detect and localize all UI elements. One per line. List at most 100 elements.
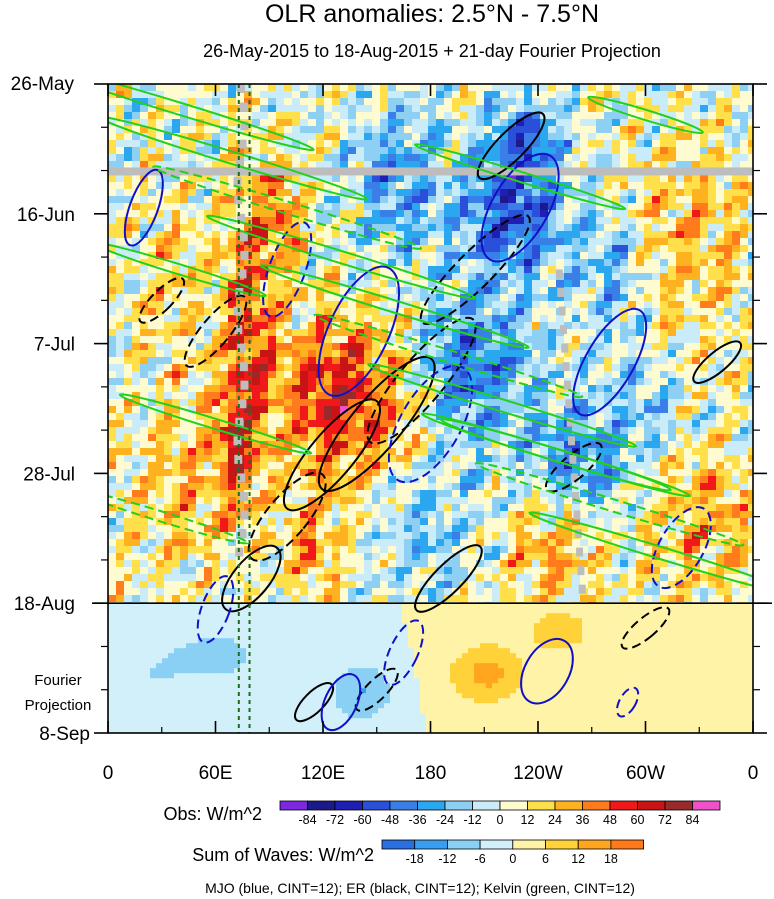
kelvin-contour bbox=[118, 393, 313, 455]
mjo-contour bbox=[196, 575, 235, 644]
chart-subtitle: 26-May-2015 to 18-Aug-2015 + 21-day Four… bbox=[203, 41, 661, 61]
er-contour bbox=[476, 111, 546, 181]
colorbar-tick-label: -12 bbox=[438, 852, 456, 866]
er-contour bbox=[620, 606, 671, 650]
obs-colorbar: -84 -72 -60 -48 -36 -24 -12 0 12 24 36 48 60 72 84 bbox=[279, 800, 721, 827]
mjo-contour bbox=[572, 307, 648, 417]
colorbar-tick-label: 72 bbox=[658, 813, 672, 827]
waves-colorbar: -18 -12 -6 0 6 12 18 bbox=[381, 839, 645, 866]
colorbar-swatch bbox=[545, 839, 579, 850]
colorbar-swatch bbox=[334, 800, 363, 811]
colorbar-swatch bbox=[307, 800, 336, 811]
colorbar-swatch bbox=[389, 800, 418, 811]
x-tick-label: 180 bbox=[415, 763, 447, 784]
plot-area bbox=[92, 83, 772, 734]
er-contour bbox=[221, 544, 282, 613]
obs-anomaly-field bbox=[108, 84, 753, 603]
kelvin-contour bbox=[413, 143, 627, 211]
y-tick-label: 16-Jun bbox=[17, 205, 75, 226]
colorbar-swatch bbox=[499, 800, 528, 811]
obs-colorbar-label: Obs: W/m^2 bbox=[164, 804, 262, 824]
y-tick-label: 8-Sep bbox=[39, 724, 90, 745]
er-contour bbox=[366, 316, 477, 445]
colorbar-swatch bbox=[609, 800, 638, 811]
y-tick-label: 18-Aug bbox=[14, 594, 75, 615]
x-tick-label: 0 bbox=[748, 763, 759, 784]
y-axis: 26-May 16-Jun 7-Jul 28-Jul 18-Aug 8-Sep bbox=[11, 74, 767, 745]
mjo-contour bbox=[320, 673, 362, 732]
colorbar-tick-label: -60 bbox=[353, 813, 371, 827]
x-tick-label: 60W bbox=[626, 763, 665, 784]
colorbar-tick-label: 0 bbox=[497, 813, 504, 827]
colorbar-swatch bbox=[664, 800, 693, 811]
colorbar-swatch bbox=[479, 839, 514, 850]
y-tick-label: 26-May bbox=[11, 74, 75, 95]
er-contour bbox=[138, 276, 186, 324]
colorbar-swatch bbox=[446, 839, 481, 850]
chart-title: OLR anomalies: 2.5°N - 7.5°N bbox=[265, 0, 599, 28]
colorbar-swatch bbox=[637, 800, 666, 811]
kelvin-contour bbox=[367, 363, 638, 448]
colorbar-tick-label: 84 bbox=[686, 813, 700, 827]
kelvin-contour bbox=[313, 313, 584, 399]
kelvin-contour bbox=[528, 511, 753, 597]
colorbar-tick-label: 48 bbox=[603, 813, 617, 827]
er-contour bbox=[354, 667, 399, 712]
colorbar-swatch bbox=[362, 800, 391, 811]
kelvin-contour bbox=[108, 241, 267, 298]
colorbar-tick-label: -6 bbox=[475, 852, 486, 866]
colorbar-swatch bbox=[444, 800, 473, 811]
colorbar-tick-label: 18 bbox=[604, 852, 618, 866]
colorbar-tick-label: -72 bbox=[326, 813, 344, 827]
colorbar-tick-label: -36 bbox=[408, 813, 426, 827]
contour-legend: MJO (blue, CINT=12); ER (black, CINT=12)… bbox=[205, 880, 635, 896]
y-tick-label: 7-Jul bbox=[34, 335, 75, 356]
colorbar-tick-label: -84 bbox=[298, 813, 316, 827]
colorbar-swatch bbox=[610, 839, 645, 850]
colorbar-swatch bbox=[577, 839, 612, 850]
kelvin-contour bbox=[440, 418, 672, 492]
colorbar-tick-label: 12 bbox=[571, 852, 585, 866]
colorbar-swatch bbox=[692, 800, 721, 811]
x-axis: 0 60E 120E 180 120W 60W 0 bbox=[103, 84, 759, 784]
colorbar-swatch bbox=[381, 839, 416, 850]
colorbar-tick-label: 60 bbox=[631, 813, 645, 827]
mjo-contour bbox=[387, 364, 474, 484]
kelvin-contour bbox=[108, 115, 369, 201]
er-contour bbox=[419, 213, 531, 325]
mjo-contour bbox=[123, 168, 164, 247]
er-contour bbox=[247, 471, 327, 562]
er-contour bbox=[282, 398, 382, 512]
kelvin-contour bbox=[587, 95, 704, 135]
mjo-contour bbox=[520, 637, 574, 705]
kelvin-contour bbox=[259, 264, 530, 349]
colorbar-tick-label: -48 bbox=[381, 813, 399, 827]
mjo-contour bbox=[480, 152, 560, 263]
colorbar-swatch bbox=[472, 800, 501, 811]
colorbar-swatch bbox=[414, 839, 448, 850]
x-tick-label: 120E bbox=[301, 763, 345, 784]
mjo-contour bbox=[616, 686, 640, 718]
colorbar-tick-label: 0 bbox=[509, 852, 516, 866]
colorbar-swatch bbox=[417, 800, 446, 811]
colorbar-tick-label: -24 bbox=[436, 813, 454, 827]
colorbar-swatch bbox=[279, 800, 308, 811]
kelvin-contour bbox=[152, 165, 423, 250]
colorbar-tick-label: 6 bbox=[542, 852, 549, 866]
x-tick-label: 120W bbox=[513, 763, 563, 784]
x-tick-label: 0 bbox=[103, 763, 114, 784]
x-tick-label: 60E bbox=[199, 763, 233, 784]
colorbar-swatch bbox=[512, 839, 546, 850]
er-contour bbox=[544, 441, 603, 493]
missing-data-shading bbox=[108, 84, 753, 594]
colorbar-tick-label: 36 bbox=[576, 813, 590, 827]
kelvin-contour bbox=[474, 461, 745, 547]
projection-label-line1: Fourier bbox=[34, 672, 82, 689]
wave-contours bbox=[108, 84, 753, 732]
kelvin-contour bbox=[206, 214, 476, 300]
colorbar-tick-label: 24 bbox=[548, 813, 562, 827]
colorbar-swatch bbox=[527, 800, 556, 811]
er-contour bbox=[317, 355, 436, 493]
colorbar-swatch bbox=[554, 800, 583, 811]
